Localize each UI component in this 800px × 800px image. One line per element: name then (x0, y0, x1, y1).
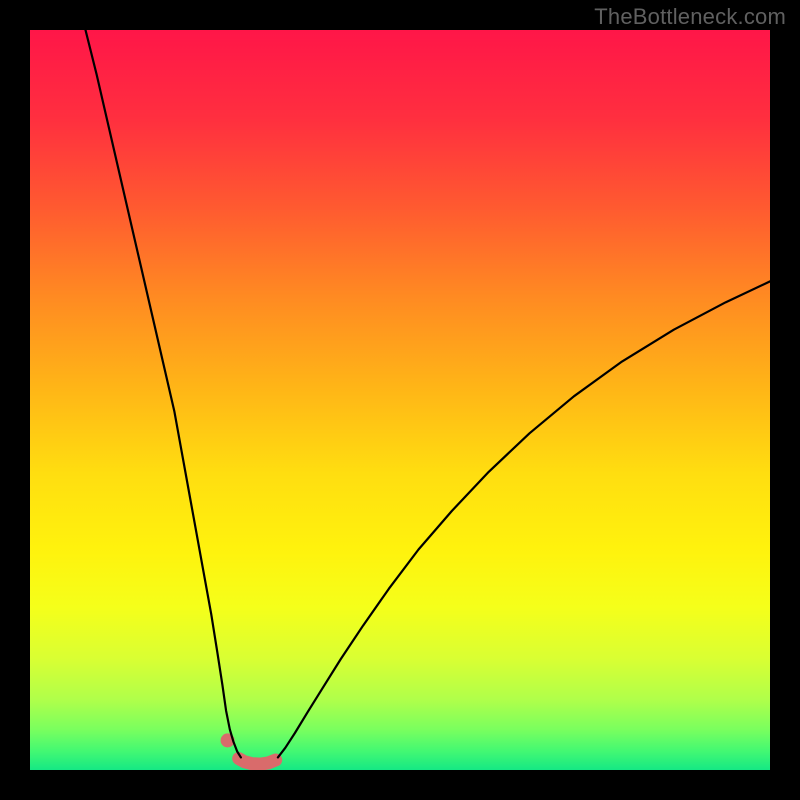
watermark-text: TheBottleneck.com (594, 4, 786, 30)
bottom-highlight (239, 759, 276, 765)
plot-area (30, 30, 770, 770)
curve-layer (30, 30, 770, 770)
chart-container: TheBottleneck.com (0, 0, 800, 800)
curve-left (86, 30, 241, 757)
curve-right (278, 278, 770, 758)
